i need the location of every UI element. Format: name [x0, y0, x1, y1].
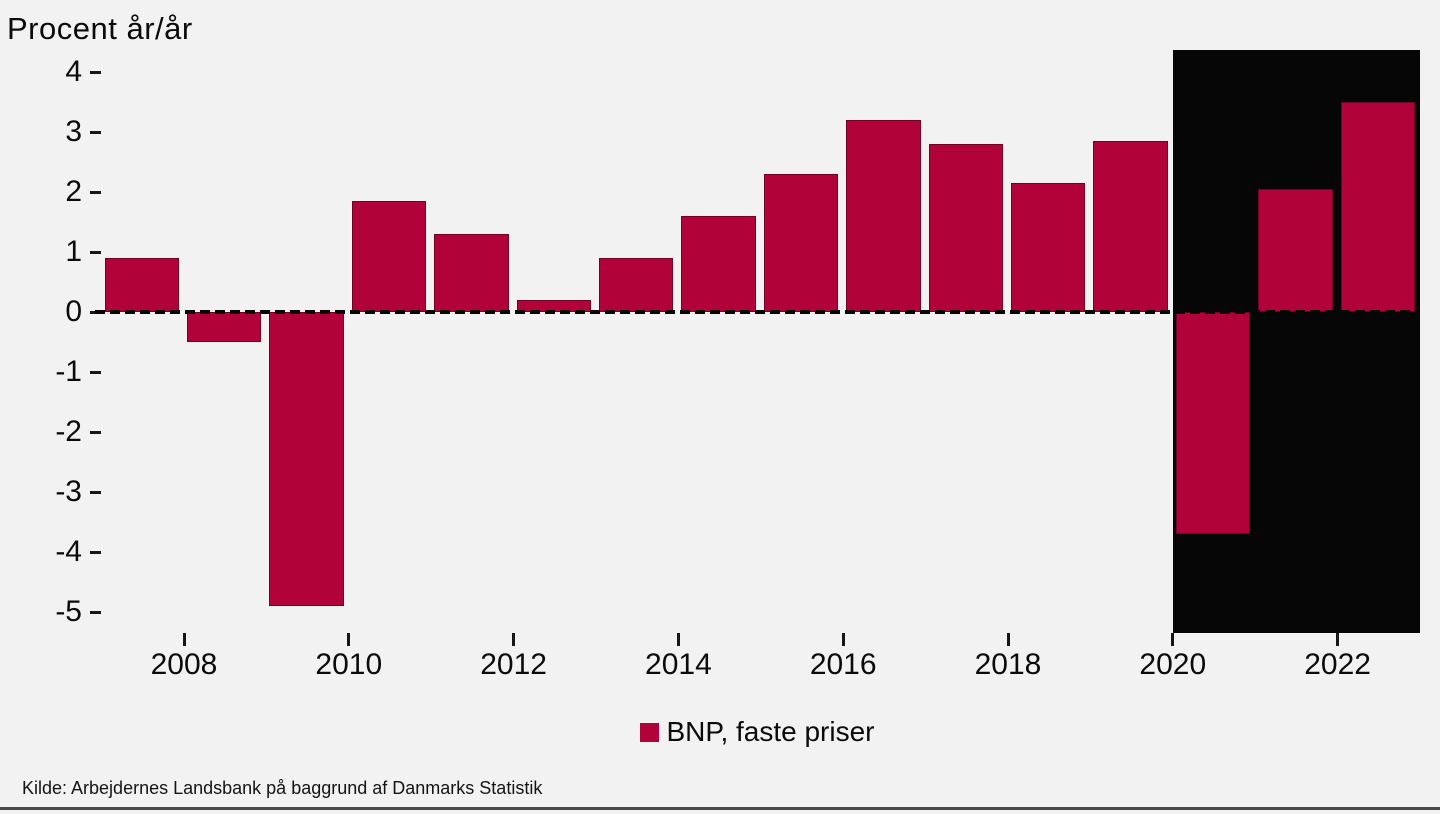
bar-2009 [269, 312, 344, 606]
y-tick-label--3: -3 [55, 475, 82, 508]
bar-2011 [434, 234, 509, 312]
x-tick-mark-2008 [182, 633, 186, 646]
y-tick-label-4: 4 [65, 55, 82, 88]
y-tick-mark-2 [90, 190, 101, 194]
bar-2021 [1258, 189, 1333, 312]
x-tick-label-2020: 2020 [1139, 648, 1207, 681]
bar-2010 [351, 201, 427, 312]
x-tick-mark-2010 [347, 633, 351, 646]
y-tick-label--1: -1 [55, 355, 82, 388]
bottom-divider [0, 807, 1440, 810]
legend-label: BNP, faste priser [666, 716, 875, 747]
zero-line [95, 310, 1420, 314]
y-tick-label-3: 3 [65, 115, 82, 148]
y-tick-label--4: -4 [55, 535, 82, 568]
y-tick-label-0: 0 [65, 295, 82, 328]
y-tick-label--2: -2 [55, 415, 82, 448]
bar-2018 [1011, 183, 1086, 312]
x-tick-mark-2014 [676, 633, 680, 646]
x-tick-label-2016: 2016 [809, 648, 877, 681]
bar-2017 [928, 144, 1003, 312]
bar-2014 [681, 216, 756, 312]
y-tick-mark--1 [90, 370, 101, 374]
y-tick-label-1: 1 [65, 235, 82, 268]
x-tick-label-2018: 2018 [974, 648, 1042, 681]
y-tick-mark--2 [90, 430, 101, 434]
y-tick-mark--4 [90, 550, 101, 554]
bar-2019 [1093, 141, 1168, 312]
bar-2022 [1340, 102, 1415, 312]
x-tick-mark-2018 [1006, 633, 1010, 646]
y-tick-label-2: 2 [65, 175, 82, 208]
y-tick-mark--3 [90, 490, 101, 494]
bar-2013 [599, 258, 674, 312]
y-tick-mark-1 [90, 250, 101, 254]
bar-2015 [763, 174, 839, 312]
bar-2007 [104, 258, 179, 312]
x-tick-mark-2016 [841, 633, 845, 646]
bar-2020 [1175, 312, 1251, 534]
x-tick-label-2012: 2012 [480, 648, 547, 681]
legend-swatch [640, 722, 660, 742]
x-tick-label-2008: 2008 [150, 648, 218, 681]
x-tick-label-2022: 2022 [1304, 648, 1371, 681]
x-tick-mark-2020 [1171, 633, 1175, 646]
x-tick-label-2010: 2010 [315, 648, 383, 681]
y-tick-mark--5 [90, 610, 101, 614]
bar-2016 [846, 120, 921, 312]
y-tick-label--5: -5 [55, 595, 82, 628]
x-tick-mark-2012 [512, 633, 516, 646]
chart-title: Procent år/år [7, 11, 193, 46]
source-note: Kilde: Arbejdernes Landsbank på baggrund… [22, 778, 543, 798]
y-tick-mark-3 [90, 130, 101, 134]
legend: BNP, faste priser [95, 716, 1420, 748]
x-tick-mark-2022 [1336, 633, 1340, 646]
y-tick-mark-4 [90, 70, 101, 74]
bar-2008 [187, 312, 262, 342]
x-tick-label-2014: 2014 [645, 648, 712, 681]
